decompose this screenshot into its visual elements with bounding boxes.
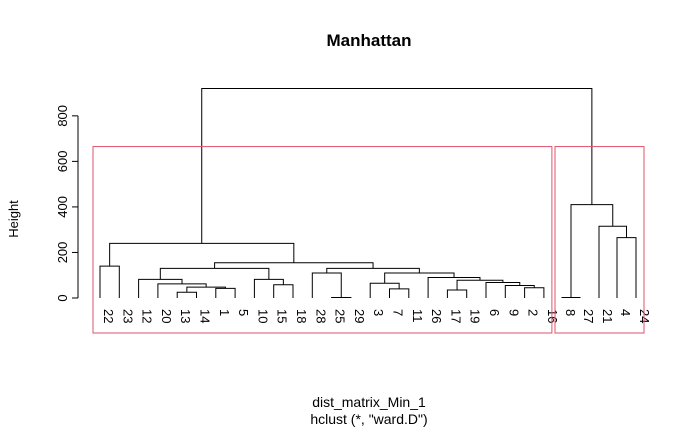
- branch-m12: [157, 283, 207, 298]
- cluster-box-1: [92, 146, 553, 334]
- y-tick-label: 200: [55, 242, 70, 264]
- leaf-label: 28: [313, 309, 328, 323]
- branch-m16: [138, 278, 183, 298]
- leaf-label: 11: [410, 309, 425, 323]
- y-tick-label: 400: [55, 196, 70, 218]
- branch-m13: [369, 282, 400, 298]
- leaf-label: 20: [159, 309, 174, 323]
- leaf-label: 10: [255, 309, 270, 323]
- cluster-boxes: [92, 146, 645, 334]
- branch-m20: [311, 272, 342, 298]
- leaf-label: 19: [468, 309, 483, 323]
- branch-m21: [326, 267, 420, 273]
- leaf-label: 3: [371, 309, 386, 316]
- leaf-label: 15: [275, 309, 290, 323]
- leaf-label: 8: [563, 309, 578, 316]
- y-tick-label: 800: [55, 105, 70, 127]
- x-axis-label: dist_matrix_Min_1: [312, 394, 426, 410]
- method-sublabel: hclust (*, "ward.D"): [310, 411, 427, 427]
- leaf-label: 1: [217, 309, 232, 316]
- leaf-label: 2: [526, 309, 541, 316]
- cluster-box-2: [554, 146, 645, 334]
- branch-m24: [214, 262, 374, 269]
- branch-m29: [201, 88, 593, 244]
- leaf-labels: 22 23 12 20 13 14 1 5 10 15 18 28 25 29 3 7 11 26 17 19 6 9 2 1…: [101, 309, 652, 323]
- leaf-label: 23: [120, 309, 135, 323]
- branch-m23: [159, 267, 270, 280]
- branch-m10: [273, 284, 294, 298]
- dendrogram-branches: [99, 88, 637, 299]
- branch-m15: [253, 278, 284, 298]
- y-tick-label: 600: [55, 151, 70, 173]
- leaf-label: 27: [581, 309, 596, 323]
- y-axis: 0 200 400 600 800: [55, 105, 79, 302]
- leaf-label: 21: [600, 309, 615, 323]
- branch-m27: [598, 225, 627, 298]
- branch-m8: [446, 289, 468, 298]
- leaf-label: 7: [391, 309, 406, 316]
- branch-m6: [186, 286, 226, 293]
- leaf-label: 22: [101, 309, 116, 323]
- branch-m17: [456, 279, 504, 291]
- leaf-label: 16: [545, 309, 560, 323]
- leaf-label: 17: [448, 309, 463, 323]
- leaf-label: 13: [178, 309, 193, 323]
- leaf-label: 9: [506, 309, 521, 316]
- branch-m4: [524, 287, 545, 298]
- branch-m5: [215, 287, 236, 298]
- leaf-label: 25: [333, 309, 348, 323]
- leaf-label: 4: [618, 309, 633, 316]
- branch-m26: [616, 237, 637, 298]
- leaf-label: 26: [429, 309, 444, 323]
- chart-title: Manhattan: [327, 31, 412, 50]
- leaf-label: 5: [236, 309, 251, 316]
- branch-m14: [485, 282, 521, 298]
- leaf-label: 12: [140, 309, 155, 323]
- y-axis-label: Height: [6, 200, 21, 238]
- branch-m9: [504, 284, 535, 298]
- leaf-label: 18: [294, 309, 309, 323]
- leaf-label: 6: [487, 309, 502, 316]
- branch-m28: [570, 204, 614, 298]
- leaf-label: 29: [352, 309, 367, 323]
- leaf-label: 14: [198, 309, 213, 323]
- branch-m7: [389, 288, 410, 298]
- y-tick-label: 0: [55, 294, 70, 301]
- branch-m19: [384, 272, 455, 284]
- branch-m22: [99, 265, 120, 298]
- branch-m3: [176, 291, 197, 298]
